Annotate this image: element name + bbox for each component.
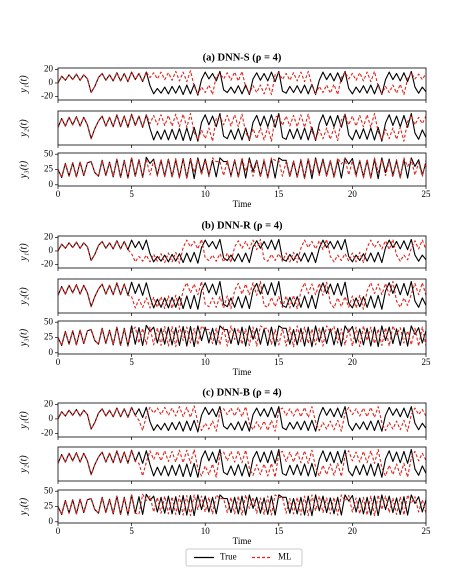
panel-title: (a) DNN-S (ρ = 4): [203, 52, 282, 63]
x-axis-label: Time: [233, 367, 252, 377]
series-line: [58, 238, 426, 264]
y-axis-label: y₂(t): [18, 287, 29, 306]
series-line: [58, 70, 426, 96]
y-tick-label: -20: [41, 91, 53, 101]
series-line: [58, 493, 426, 517]
axes-frame: [57, 446, 427, 482]
y-tick-label: 25: [44, 164, 54, 174]
x-tick-label: 0: [56, 526, 61, 536]
x-tick-label: 20: [348, 357, 358, 367]
x-tick-label: 10: [201, 357, 211, 367]
y-tick-label: 0: [49, 245, 54, 255]
panel-title: (b) DNN-R (ρ = 4): [201, 220, 283, 231]
y-axis-label: y₂(t): [18, 455, 29, 474]
series-line: [58, 112, 426, 142]
x-tick-label: 0: [56, 189, 61, 199]
y-tick-label: 0: [49, 347, 54, 357]
series-line: [58, 448, 426, 478]
x-tick-label: 20: [348, 526, 358, 536]
legend-label: ML: [278, 552, 292, 562]
x-tick-label: 15: [274, 526, 284, 536]
legend-label: True: [220, 552, 237, 562]
x-tick-label: 10: [201, 526, 211, 536]
y-axis-label: y₁(t): [18, 243, 29, 262]
x-tick-label: 15: [274, 357, 284, 367]
y-tick-label: 0: [49, 179, 54, 189]
x-tick-label: 20: [348, 189, 358, 199]
x-tick-label: 5: [129, 357, 134, 367]
x-tick-label: 25: [422, 189, 432, 199]
legend-box: [185, 548, 303, 567]
y-tick-label: 0: [49, 516, 54, 526]
panel-title: (c) DNN-B (ρ = 4): [202, 387, 282, 398]
series-line: [58, 493, 426, 517]
x-tick-label: 5: [129, 526, 134, 536]
y-axis-label: y₁(t): [18, 75, 29, 94]
x-tick-label: 15: [274, 189, 284, 199]
y-axis-label: y₃(t): [18, 160, 29, 179]
x-tick-label: 0: [56, 357, 61, 367]
y-axis-label: y₁(t): [18, 411, 29, 430]
axes-frame: [57, 110, 427, 146]
y-tick-label: 50: [44, 485, 54, 495]
y-tick-label: 25: [44, 332, 54, 342]
y-tick-label: 20: [44, 399, 54, 409]
y-tick-label: 50: [44, 148, 54, 158]
y-tick-label: -20: [41, 427, 53, 437]
axes-frame: [57, 402, 427, 438]
x-axis-label: Time: [233, 199, 252, 209]
series-line: [58, 405, 426, 432]
y-tick-label: 20: [44, 231, 54, 241]
y-axis-label: y₃(t): [18, 497, 29, 516]
series-line: [58, 448, 426, 478]
x-tick-label: 25: [422, 357, 432, 367]
x-axis-label: Time: [233, 536, 252, 546]
series-line: [58, 157, 426, 180]
y-tick-label: 50: [44, 316, 54, 326]
x-tick-label: 5: [129, 189, 134, 199]
y-tick-label: -20: [41, 259, 53, 269]
y-axis-label: y₂(t): [18, 119, 29, 138]
y-axis-label: y₃(t): [18, 328, 29, 347]
y-tick-label: 0: [49, 413, 54, 423]
series-line: [58, 324, 426, 348]
series-line: [58, 238, 426, 264]
series-line: [58, 70, 426, 96]
x-tick-label: 10: [201, 189, 211, 199]
x-tick-label: 25: [422, 526, 432, 536]
axes-frame: [57, 235, 427, 269]
axes-frame: [57, 278, 427, 314]
y-tick-label: 20: [44, 63, 54, 73]
y-tick-label: 0: [49, 77, 54, 87]
y-tick-label: 25: [44, 501, 54, 511]
series-line: [58, 112, 426, 142]
series-line: [58, 280, 426, 310]
axes-frame: [57, 67, 427, 101]
